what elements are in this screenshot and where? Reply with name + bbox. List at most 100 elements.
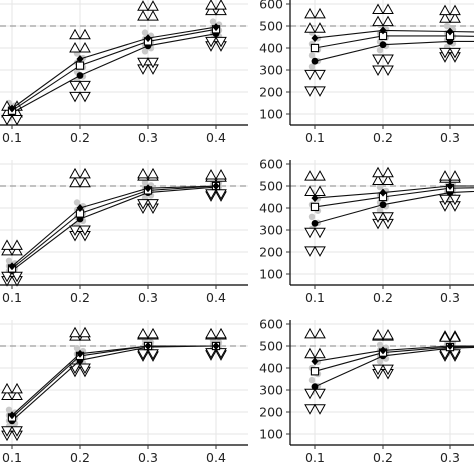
triangle-up-marker <box>11 382 23 394</box>
series-line-diamond <box>314 29 474 39</box>
triangle-up-marker <box>439 331 451 342</box>
jitter-point <box>5 406 13 413</box>
triangle-down-marker <box>372 54 384 66</box>
jitter-point <box>141 48 149 55</box>
diamond-marker <box>144 184 152 193</box>
triangle-up-marker <box>372 15 384 27</box>
jitter-point <box>73 345 81 352</box>
triangle-up-marker <box>314 347 326 359</box>
jitter-point <box>73 199 81 206</box>
triangle-down-marker <box>439 47 451 59</box>
triangle-up-marker <box>215 168 227 180</box>
triangle-up-marker <box>372 166 384 178</box>
x-tick-label: 0.1 <box>305 290 325 305</box>
triangle-down-marker <box>439 349 451 360</box>
jitter-point <box>5 257 13 264</box>
diamond-marker <box>144 342 152 350</box>
series-line-square <box>314 346 474 372</box>
x-tick-label: 0.1 <box>305 130 325 145</box>
series-line-circle <box>314 40 474 62</box>
x-tick-label: 0.2 <box>373 290 393 305</box>
triangle-up-marker <box>11 389 23 400</box>
x-tick-label: 0.2 <box>70 290 90 305</box>
circle-marker <box>76 72 84 79</box>
triangle-up-marker <box>314 7 326 19</box>
diamond-marker <box>311 34 319 43</box>
triangle-down-marker <box>147 199 159 210</box>
triangle-up-marker <box>382 166 394 178</box>
triangle-up-marker <box>79 326 91 338</box>
triangle-up-marker <box>215 327 227 339</box>
triangle-up-marker <box>69 176 81 188</box>
jitter-point <box>376 341 384 349</box>
triangle-up-marker <box>137 167 149 179</box>
triangle-up-marker <box>1 389 13 400</box>
triangle-up-marker <box>304 347 316 359</box>
triangle-up-marker <box>205 168 217 180</box>
y-tick-label: 200 <box>259 245 283 260</box>
square-marker <box>75 61 85 70</box>
series-line-circle <box>11 345 217 422</box>
square-marker <box>310 43 320 53</box>
y-tick-label: 100 <box>259 267 283 282</box>
triangle-down-marker <box>372 65 384 77</box>
diamond-marker <box>8 411 16 420</box>
circle-marker <box>379 201 387 209</box>
diamond-marker <box>76 204 84 212</box>
triangle-down-marker <box>79 91 91 103</box>
x-tick-label: 0.4 <box>206 450 226 465</box>
diamond-marker <box>212 23 220 32</box>
triangle-down-marker <box>1 115 13 126</box>
x-tick-label: 0.2 <box>373 450 393 465</box>
jitter-point <box>308 52 316 59</box>
triangle-down-marker <box>449 349 461 360</box>
y-tick-label: 100 <box>259 427 283 442</box>
diamond-marker <box>379 26 387 35</box>
triangle-up-marker <box>11 244 23 256</box>
triangle-down-marker <box>304 388 316 400</box>
x-tick-label: 0.3 <box>440 450 460 465</box>
triangle-up-marker <box>449 331 461 342</box>
series-line-circle <box>11 33 217 114</box>
circle-marker <box>311 220 319 227</box>
triangle-down-marker <box>439 194 451 206</box>
triangle-up-marker <box>304 7 316 19</box>
x-tick-label: 0.1 <box>2 290 22 305</box>
x-tick-label: 0.2 <box>70 450 90 465</box>
x-tick-label: 0.2 <box>70 130 90 145</box>
triangle-up-marker <box>79 28 91 40</box>
triangle-up-marker <box>69 167 81 179</box>
triangle-up-marker <box>382 3 394 14</box>
x-tick-label: 0.4 <box>206 290 226 305</box>
diamond-marker <box>446 27 454 36</box>
triangle-down-marker <box>205 36 217 48</box>
triangle-down-marker <box>147 57 159 69</box>
triangle-up-marker <box>314 22 326 33</box>
triangle-down-marker <box>382 212 394 223</box>
x-tick-label: 0.2 <box>373 130 393 145</box>
jitter-point <box>209 18 217 25</box>
triangle-down-marker <box>314 246 326 257</box>
series-line-square <box>11 28 217 112</box>
triangle-up-marker <box>215 0 227 10</box>
triangle-down-marker <box>205 189 217 200</box>
triangle-down-marker <box>147 349 159 360</box>
jitter-point <box>141 29 149 36</box>
triangle-up-marker <box>304 327 316 339</box>
series-line-square <box>314 35 474 49</box>
jitter-point <box>308 376 316 384</box>
diamond-marker <box>311 194 319 203</box>
diamond-marker <box>379 188 387 197</box>
jitter-point <box>376 47 384 54</box>
triangle-up-marker <box>79 167 91 179</box>
triangle-up-marker <box>382 328 394 340</box>
jitter-point <box>308 63 316 70</box>
y-tick-label: 400 <box>259 361 283 376</box>
triangle-up-marker <box>147 167 159 179</box>
jitter-point <box>443 22 451 30</box>
triangle-up-marker <box>304 170 316 181</box>
triangle-down-marker <box>79 225 91 237</box>
triangle-down-marker <box>382 65 394 77</box>
triangle-down-marker <box>304 404 316 415</box>
